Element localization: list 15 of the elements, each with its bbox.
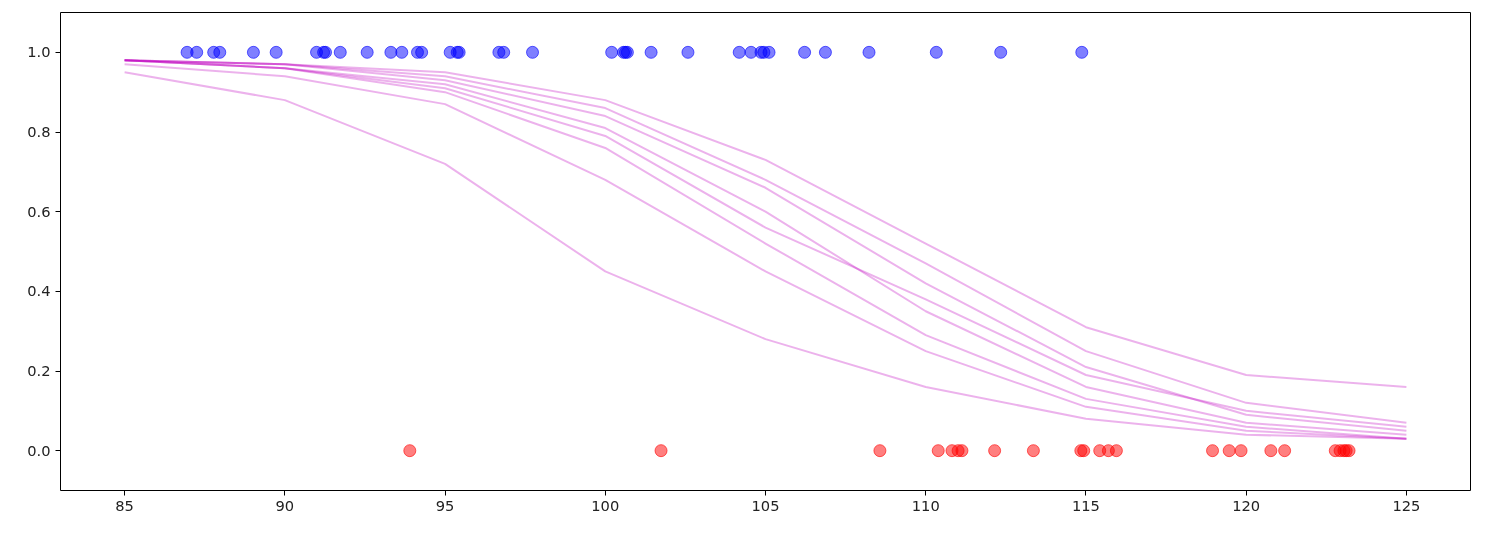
x-tick-label: 125 bbox=[1392, 496, 1421, 514]
y-tick-label: 0.8 bbox=[27, 123, 51, 140]
x-tick-label: 100 bbox=[591, 496, 620, 514]
x-tick-label: 90 bbox=[275, 496, 295, 514]
y-tick-label: 0.2 bbox=[27, 362, 51, 379]
x-tick-label: 110 bbox=[911, 496, 940, 514]
x-tick-label: 115 bbox=[1071, 496, 1100, 514]
y-tick-label: 0.4 bbox=[27, 282, 51, 300]
y-tick-label: 0.6 bbox=[27, 202, 51, 220]
x-tick-label: 120 bbox=[1232, 496, 1261, 514]
x-tick-label: 95 bbox=[435, 496, 455, 514]
y-tick-label: 1.0 bbox=[27, 43, 51, 61]
y-tick-label: 0.0 bbox=[27, 441, 51, 459]
x-tick-label: 105 bbox=[751, 496, 780, 514]
x-tick-label: 85 bbox=[115, 496, 134, 514]
